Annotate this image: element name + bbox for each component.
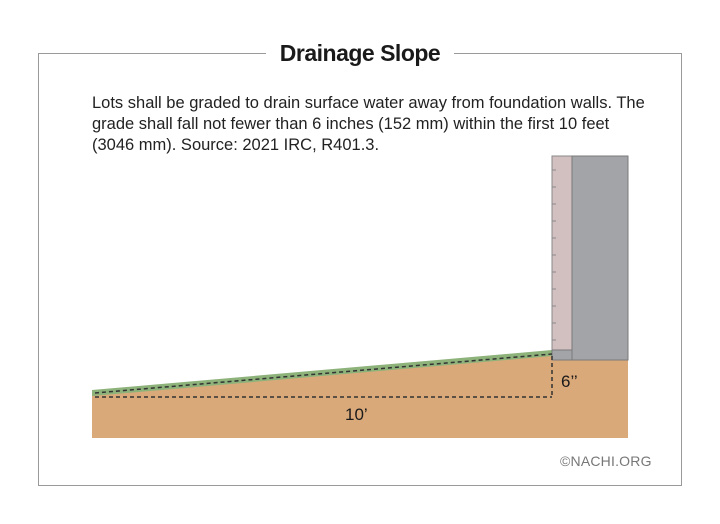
wall-base-trim xyxy=(551,349,573,361)
soil-grade xyxy=(92,354,628,438)
code-description: Lots shall be graded to drain surface wa… xyxy=(92,94,645,154)
siding-ticks xyxy=(552,169,556,341)
wall-siding xyxy=(551,155,573,351)
foundation-wall xyxy=(571,155,629,361)
vertical-dimension-label: 6’’ xyxy=(561,372,578,391)
horizontal-dimension-label: 10’ xyxy=(345,405,368,424)
copyright-credit: ©NACHI.ORG xyxy=(560,453,652,469)
